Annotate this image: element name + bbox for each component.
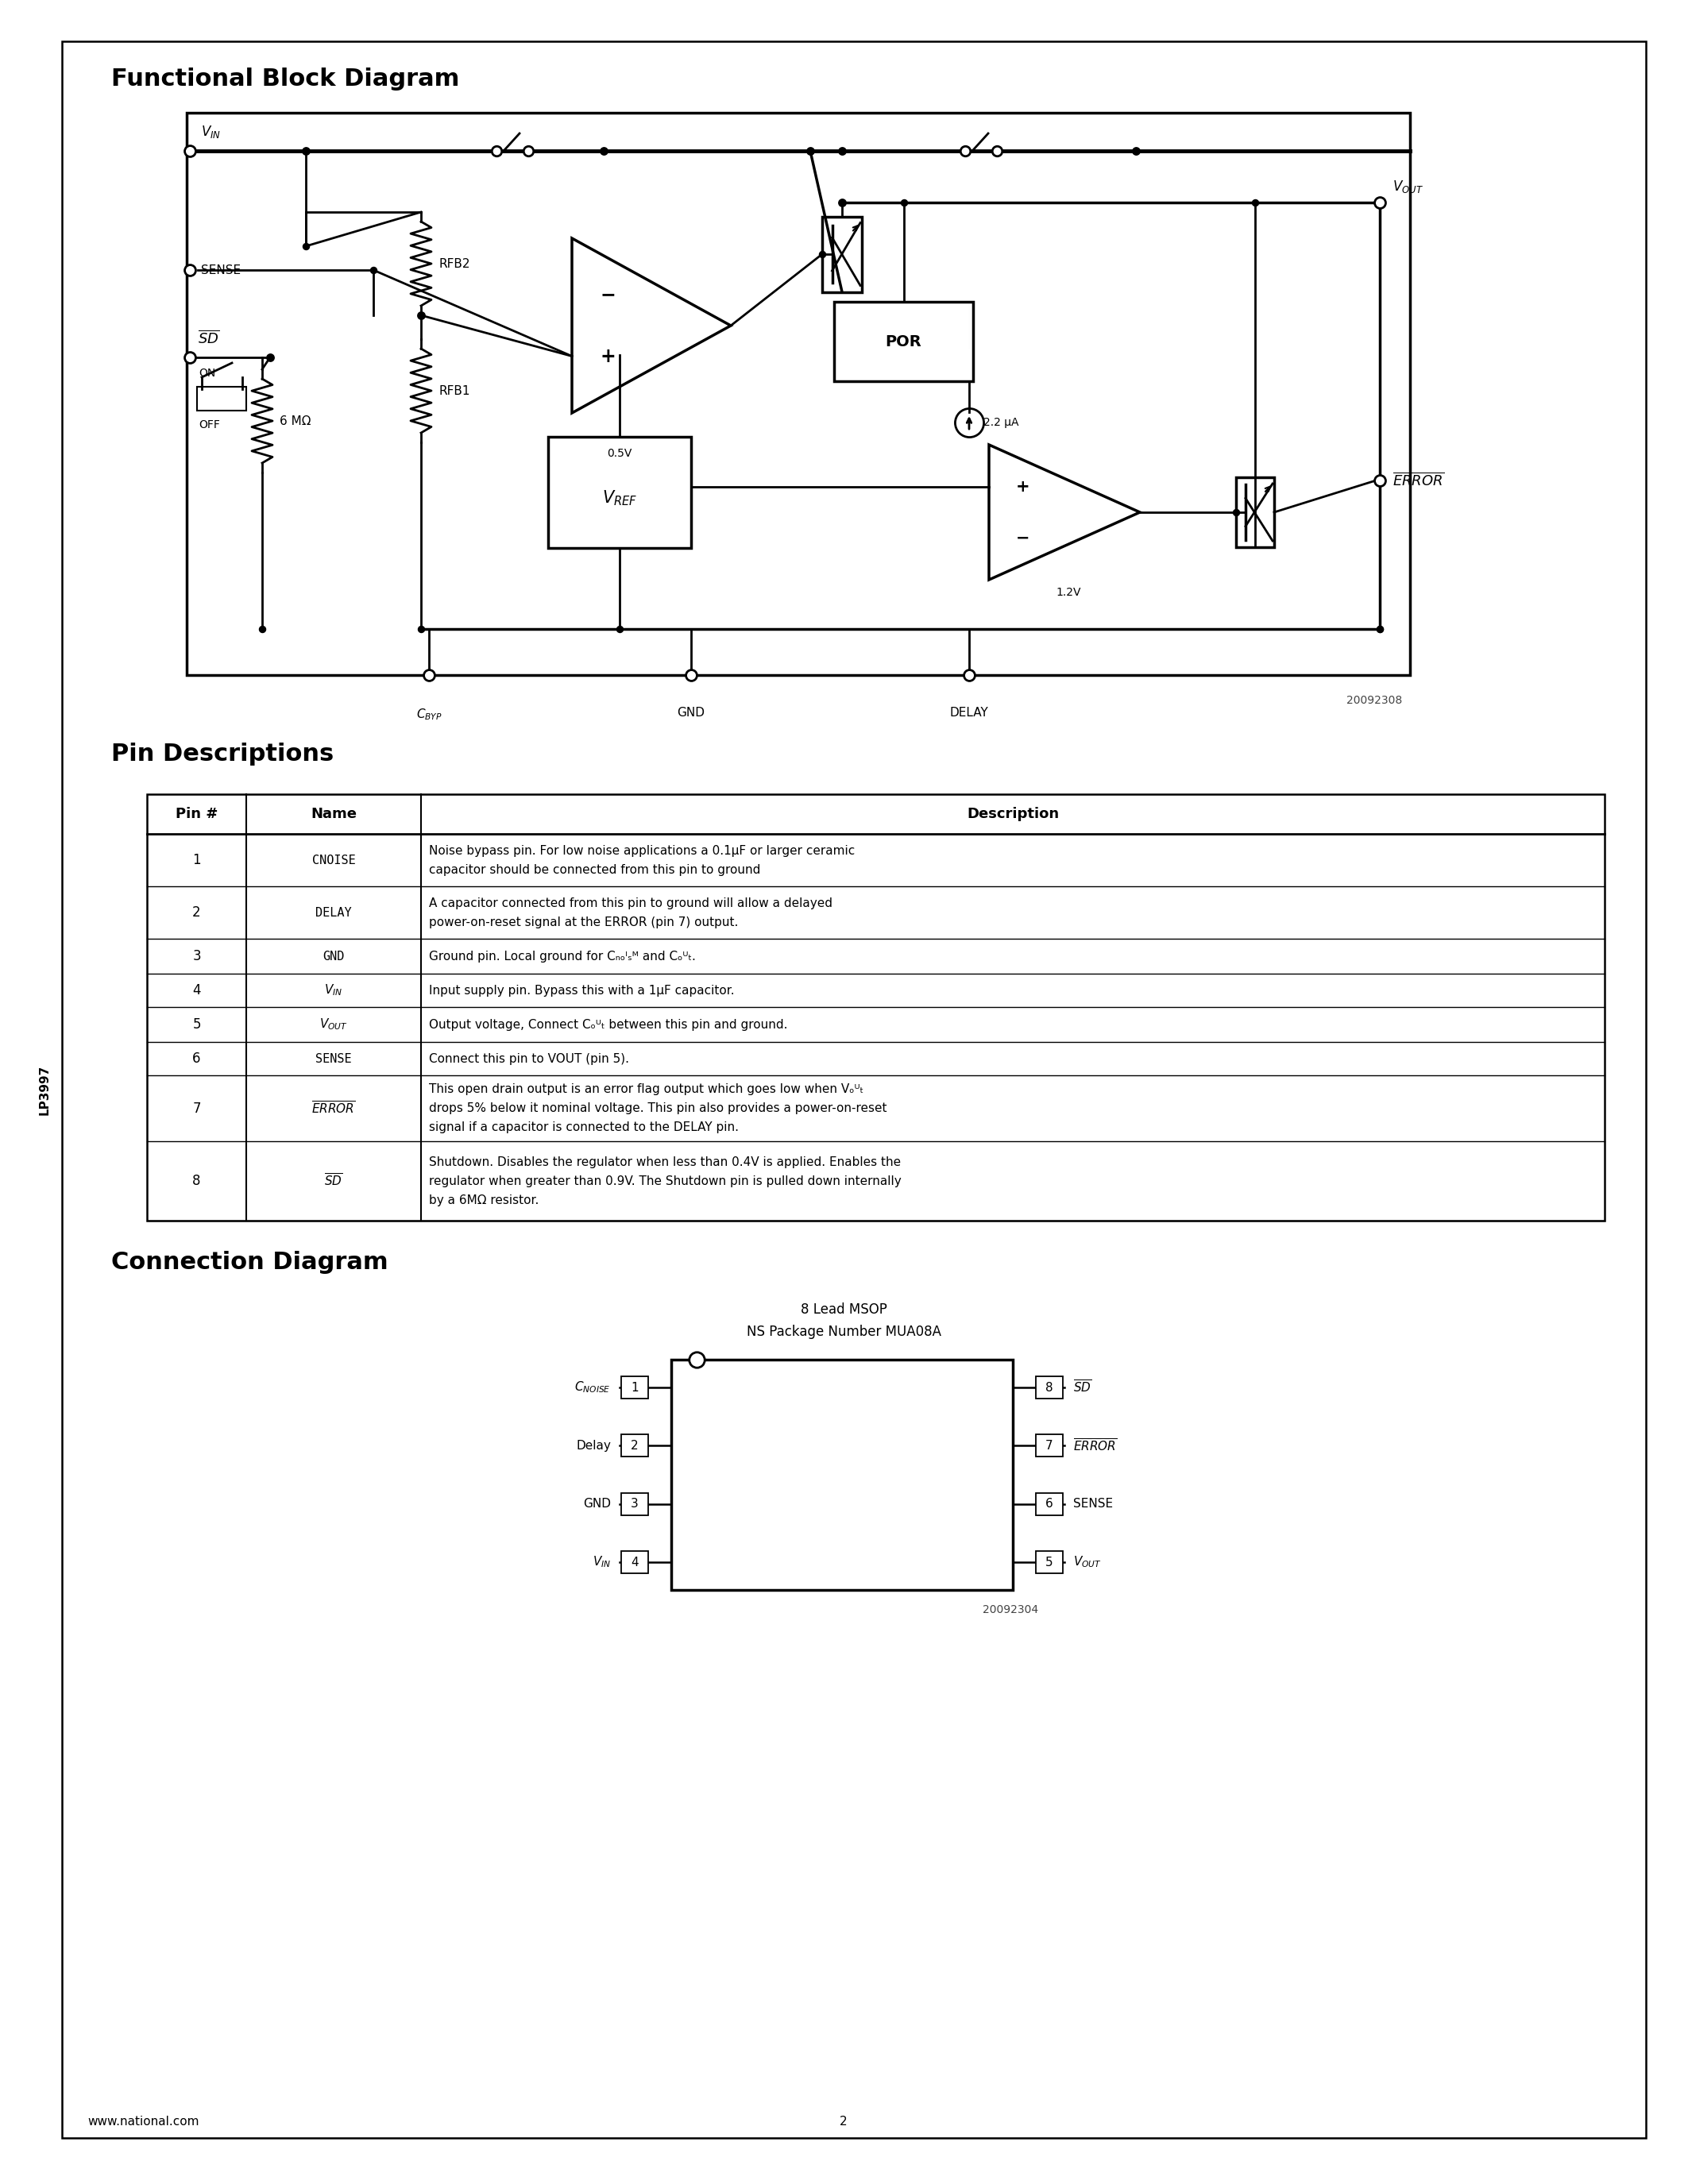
Text: 1.2V: 1.2V [1057, 587, 1080, 598]
Text: $V_{OUT}$: $V_{OUT}$ [1074, 1555, 1102, 1570]
Bar [1036, 1435, 1063, 1457]
Text: by a 6MΩ resistor.: by a 6MΩ resistor. [429, 1195, 538, 1206]
Text: Output voltage, Connect Cₒᵁₜ between this pin and ground.: Output voltage, Connect Cₒᵁₜ between thi… [429, 1018, 788, 1031]
Bar [549, 437, 690, 548]
Text: 20092304: 20092304 [982, 1605, 1038, 1616]
Text: 2: 2 [192, 906, 201, 919]
Text: RFB1: RFB1 [439, 384, 469, 397]
Text: $V_{IN}$: $V_{IN}$ [201, 124, 221, 140]
Text: signal if a capacitor is connected to the DELAY pin.: signal if a capacitor is connected to th… [429, 1120, 739, 1133]
Text: 1: 1 [631, 1382, 638, 1393]
Text: +: + [1016, 478, 1030, 494]
Text: GND: GND [582, 1498, 611, 1509]
Text: 3: 3 [192, 950, 201, 963]
Text: $C_{BYP}$: $C_{BYP}$ [415, 708, 442, 721]
Text: LP3997: LP3997 [39, 1064, 51, 1114]
Text: $V_{REF}$: $V_{REF}$ [603, 489, 636, 507]
Text: 7: 7 [1045, 1439, 1053, 1452]
Text: POR: POR [886, 334, 922, 349]
Text: 8: 8 [192, 1173, 201, 1188]
Text: $C_{NOISE}$: $C_{NOISE}$ [574, 1380, 611, 1396]
Bar [822, 216, 863, 293]
Bar [672, 1361, 1013, 1590]
Text: RFB2: RFB2 [439, 258, 469, 269]
Text: A capacitor connected from this pin to ground will allow a delayed: A capacitor connected from this pin to g… [429, 898, 832, 909]
Text: www.national.com: www.national.com [88, 2116, 199, 2127]
Text: This open drain output is an error flag output which goes low when Vₒᵁₜ: This open drain output is an error flag … [429, 1083, 864, 1094]
Text: +: + [599, 347, 616, 365]
Text: 6: 6 [192, 1051, 201, 1066]
Bar [834, 301, 972, 382]
Text: Name: Name [311, 806, 356, 821]
Text: $V_{IN}$: $V_{IN}$ [592, 1555, 611, 1570]
Text: Noise bypass pin. For low noise applications a 0.1μF or larger ceramic: Noise bypass pin. For low noise applicat… [429, 845, 854, 856]
Text: 3: 3 [631, 1498, 638, 1509]
Text: $\overline{SD}$: $\overline{SD}$ [197, 330, 219, 347]
Text: Delay: Delay [576, 1439, 611, 1452]
Text: Pin #: Pin # [176, 806, 218, 821]
Text: $\overline{ERROR}$: $\overline{ERROR}$ [1074, 1437, 1117, 1455]
Text: 2: 2 [631, 1439, 638, 1452]
Text: Connect this pin to VOUT (pin 5).: Connect this pin to VOUT (pin 5). [429, 1053, 630, 1064]
Text: SENSE: SENSE [1074, 1498, 1112, 1509]
Text: Pin Descriptions: Pin Descriptions [111, 743, 334, 767]
Text: regulator when greater than 0.9V. The Shutdown pin is pulled down internally: regulator when greater than 0.9V. The Sh… [429, 1175, 901, 1186]
Text: 1: 1 [192, 854, 201, 867]
Text: power-on-reset signal at the ERROR (pin 7) output.: power-on-reset signal at the ERROR (pin … [429, 915, 738, 928]
Text: 2.2 μA: 2.2 μA [984, 417, 1020, 428]
Text: $\overline{SD}$: $\overline{SD}$ [1074, 1380, 1092, 1396]
Bar [1036, 1551, 1063, 1572]
Text: −: − [1016, 531, 1030, 546]
Text: SENSE: SENSE [316, 1053, 351, 1064]
Text: 2: 2 [841, 2116, 847, 2127]
Text: GND: GND [677, 708, 706, 719]
Text: 20092308: 20092308 [1347, 695, 1403, 705]
Text: 6 MΩ: 6 MΩ [280, 415, 311, 426]
Text: Shutdown. Disables the regulator when less than 0.4V is applied. Enables the: Shutdown. Disables the regulator when le… [429, 1155, 901, 1168]
Text: $V_{OUT}$: $V_{OUT}$ [319, 1018, 348, 1031]
Bar [621, 1494, 648, 1516]
Text: ON: ON [199, 367, 216, 378]
Text: DELAY: DELAY [316, 906, 351, 919]
Bar [1036, 1376, 1063, 1398]
Text: 6: 6 [1045, 1498, 1053, 1509]
Text: DELAY: DELAY [950, 708, 989, 719]
Text: GND: GND [322, 950, 344, 963]
Bar [621, 1376, 648, 1398]
Text: 7: 7 [192, 1101, 201, 1116]
Text: 4: 4 [192, 983, 201, 998]
Text: $\overline{ERROR}$: $\overline{ERROR}$ [312, 1101, 356, 1116]
Text: drops 5% below it nominal voltage. This pin also provides a power-on-reset: drops 5% below it nominal voltage. This … [429, 1103, 886, 1114]
Text: 5: 5 [192, 1018, 201, 1031]
Text: 5: 5 [1045, 1557, 1053, 1568]
Text: CNOISE: CNOISE [312, 854, 356, 867]
Text: $V_{OUT}$: $V_{OUT}$ [1393, 179, 1423, 194]
Bar [1236, 478, 1274, 548]
Bar [621, 1435, 648, 1457]
Text: 0.5V: 0.5V [608, 448, 631, 459]
Text: Ground pin. Local ground for Cₙₒᴵₛᴹ and Cₒᵁₜ.: Ground pin. Local ground for Cₙₒᴵₛᴹ and … [429, 950, 695, 963]
Text: Connection Diagram: Connection Diagram [111, 1251, 388, 1273]
Text: −: − [599, 286, 616, 304]
Bar [1036, 1494, 1063, 1516]
Text: Input supply pin. Bypass this with a 1μF capacitor.: Input supply pin. Bypass this with a 1μF… [429, 985, 734, 996]
Text: SENSE: SENSE [201, 264, 241, 275]
Text: NS Package Number MUA08A: NS Package Number MUA08A [746, 1326, 940, 1339]
Bar [187, 114, 1409, 675]
Bar [197, 387, 246, 411]
Text: $V_{IN}$: $V_{IN}$ [324, 983, 343, 998]
Text: OFF: OFF [199, 419, 219, 430]
Text: Description: Description [967, 806, 1058, 821]
Text: 8: 8 [1045, 1382, 1053, 1393]
Bar [147, 795, 1605, 1221]
Text: $\overline{ERROR}$: $\overline{ERROR}$ [1393, 472, 1445, 489]
Bar [621, 1551, 648, 1572]
Text: Functional Block Diagram: Functional Block Diagram [111, 68, 459, 90]
Text: capacitor should be connected from this pin to ground: capacitor should be connected from this … [429, 863, 761, 876]
Text: 4: 4 [631, 1557, 638, 1568]
Text: $\overline{SD}$: $\overline{SD}$ [324, 1173, 343, 1188]
Text: 8 Lead MSOP: 8 Lead MSOP [800, 1302, 886, 1317]
